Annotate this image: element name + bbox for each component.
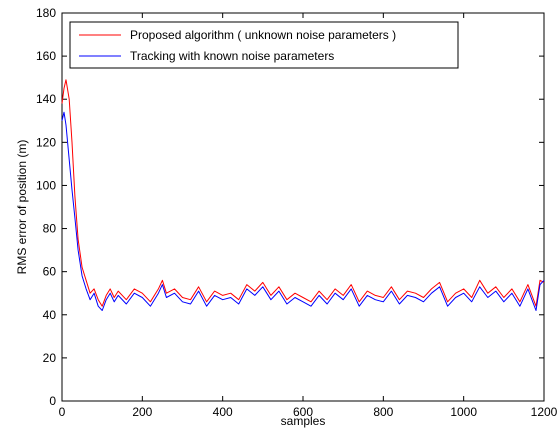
y-tick-label: 60 — [43, 265, 57, 279]
y-tick-label: 100 — [36, 178, 56, 192]
series-line-known — [61, 111, 545, 311]
y-tick-label: 140 — [36, 92, 56, 106]
legend-label-proposed: Proposed algorithm ( unknown noise param… — [130, 28, 396, 42]
y-tick-label: 120 — [36, 135, 56, 149]
x-tick-label: 0 — [59, 405, 66, 419]
y-tick-label: 160 — [36, 49, 56, 63]
y-tick-label: 0 — [49, 394, 56, 408]
y-tick-label: 80 — [43, 222, 57, 236]
series-group — [61, 79, 545, 311]
series-line-proposed — [61, 79, 545, 307]
plot-area — [61, 12, 545, 402]
legend: Proposed algorithm ( unknown noise param… — [69, 21, 459, 69]
x-tick-label: 1200 — [531, 405, 558, 419]
x-tick-label: 600 — [293, 405, 313, 419]
tick-group: 0 200 400 600 800 1000 1200 0 20 40 60 80 100 120 140 1… — [36, 6, 558, 419]
x-tick-label: 200 — [132, 405, 152, 419]
x-tick-label: 800 — [373, 405, 393, 419]
legend-box — [69, 21, 459, 69]
y-tick-label: 180 — [36, 6, 56, 20]
x-tick-label: 400 — [213, 405, 233, 419]
y-tick-label: 20 — [43, 351, 57, 365]
legend-label-known: Tracking with known noise parameters — [130, 49, 334, 63]
x-tick-label: 1000 — [450, 405, 477, 419]
x-axis-label: samples — [281, 414, 326, 428]
y-axis-label: RMS error of position (m) — [15, 140, 29, 275]
y-tick-label: 40 — [43, 308, 57, 322]
